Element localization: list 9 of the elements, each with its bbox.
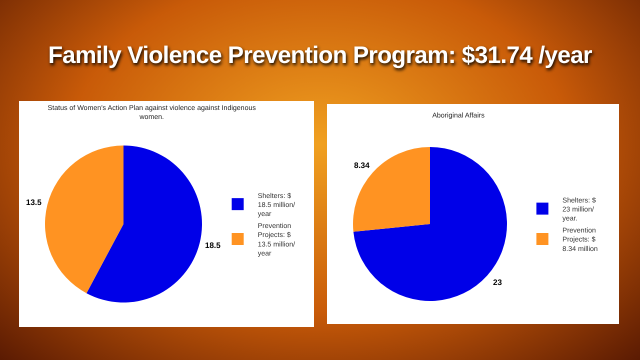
pie-slice — [353, 147, 507, 301]
data-label: 13.5 — [26, 198, 42, 207]
data-label: 23 — [493, 278, 502, 287]
text: Family Violence Prevention Program: $31.74 /year — [47, 42, 593, 70]
pie-slice — [353, 147, 430, 232]
data-label: 8.34 — [354, 161, 370, 170]
pie-slice — [86, 146, 202, 302]
data-label: 18.5 — [205, 241, 222, 250]
pie-slice — [45, 146, 124, 294]
